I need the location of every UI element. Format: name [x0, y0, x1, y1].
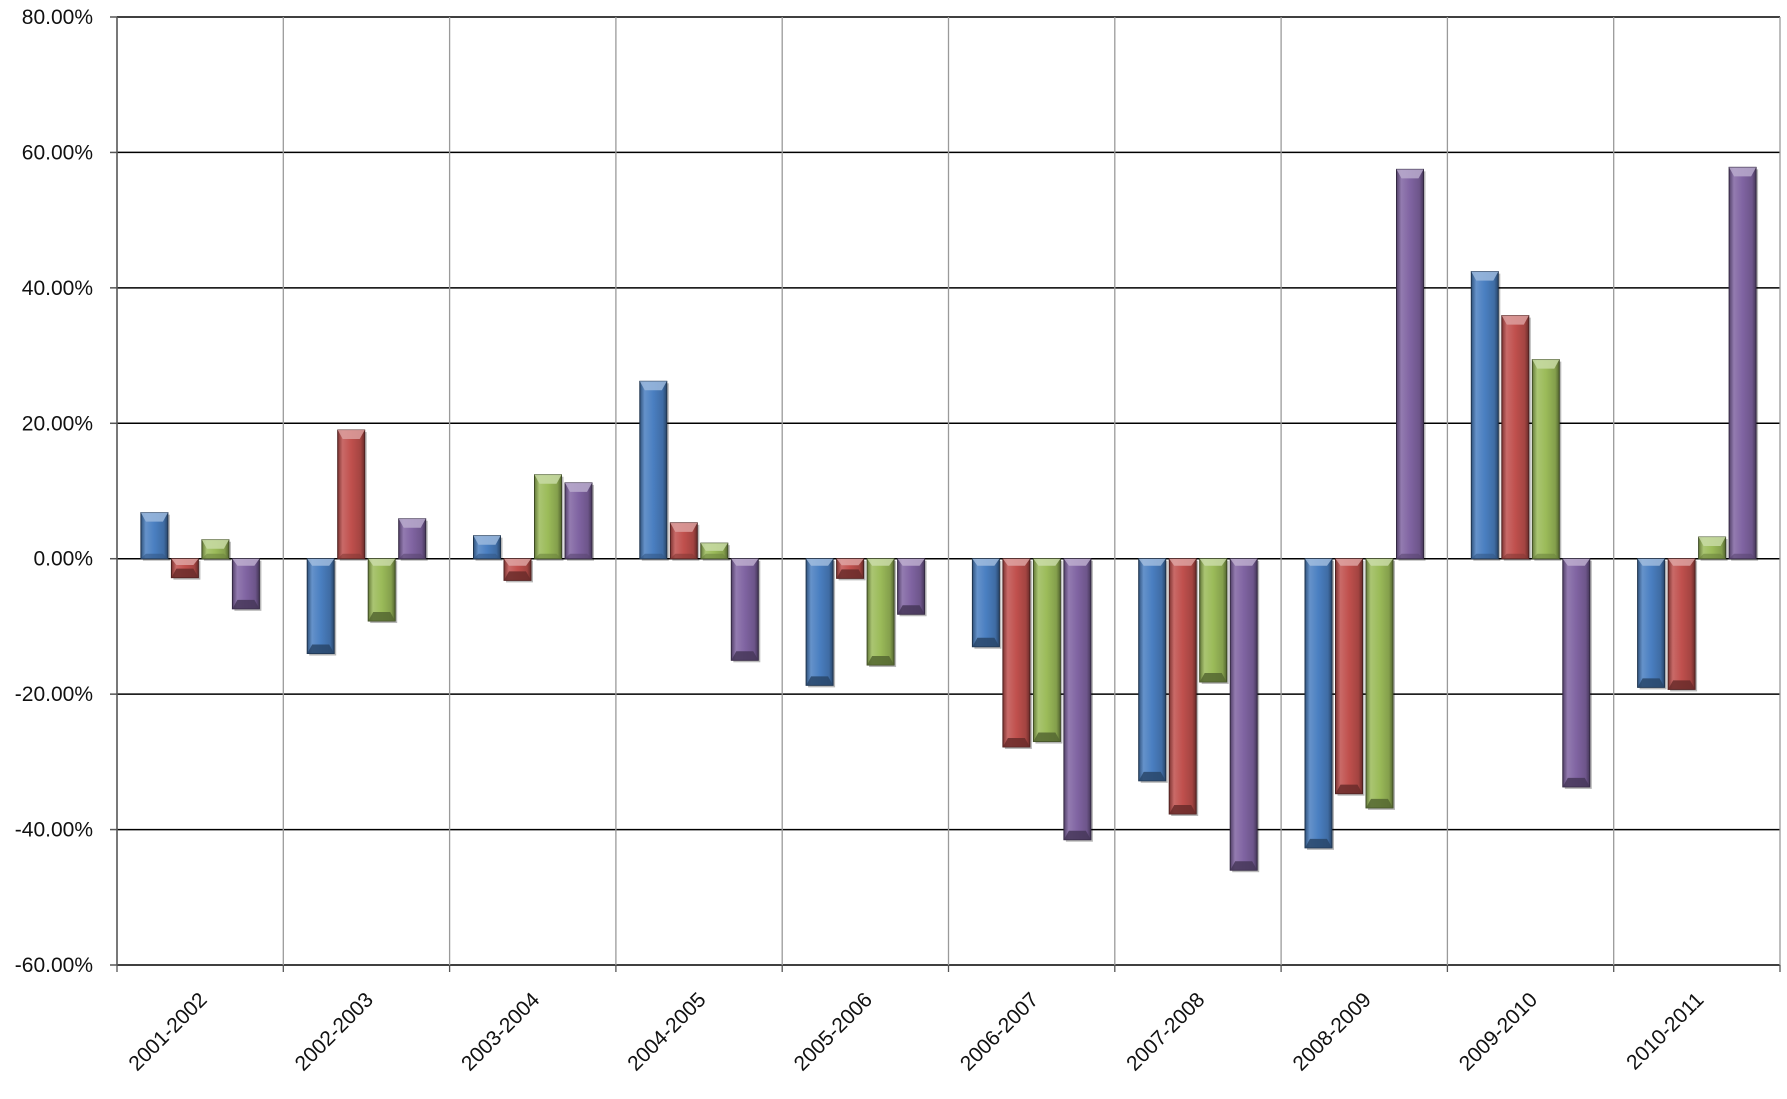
bar — [971, 558, 1002, 649]
x-tick-label: 2006-2007 — [956, 988, 1043, 1075]
x-tick-label: 2003-2004 — [457, 988, 545, 1076]
bar — [1365, 558, 1395, 810]
bar — [1501, 315, 1531, 561]
bar — [231, 558, 262, 611]
bar — [1562, 558, 1592, 789]
bar — [367, 558, 398, 624]
y-tick-label: 40.00% — [22, 277, 93, 300]
bar — [1698, 536, 1728, 561]
bar — [398, 518, 428, 561]
x-tick-label: 2007-2008 — [1122, 988, 1209, 1075]
x-tick-label: 2002-2003 — [291, 988, 378, 1075]
bars — [140, 166, 1759, 873]
bar — [170, 558, 201, 580]
bar — [473, 535, 503, 561]
bar — [897, 558, 927, 617]
y-tick-label: 60.00% — [22, 141, 93, 164]
bar — [534, 474, 564, 561]
bar — [1667, 558, 1698, 692]
bar — [1063, 558, 1093, 842]
x-tick-label: 2001-2002 — [124, 988, 211, 1075]
bar — [1531, 359, 1562, 561]
bar — [805, 558, 836, 688]
bar — [1396, 168, 1426, 561]
bar — [669, 522, 700, 561]
bar — [1728, 166, 1759, 561]
bar — [1304, 558, 1334, 850]
bar — [1138, 558, 1168, 783]
x-tick-label: 2008-2009 — [1289, 988, 1376, 1075]
bar — [639, 380, 669, 561]
bar — [503, 558, 533, 583]
bar — [306, 558, 337, 656]
x-tick-label: 2010-2011 — [1622, 988, 1708, 1074]
x-tick-label: 2005-2006 — [790, 988, 877, 1075]
y-tick-label: 20.00% — [22, 412, 93, 435]
axes — [110, 16, 1781, 972]
bar — [1168, 558, 1199, 816]
bar — [1335, 558, 1365, 796]
y-tick-label: -40.00% — [15, 819, 93, 842]
bar — [836, 558, 866, 581]
bar — [337, 429, 367, 561]
x-tick-label: 2004-2005 — [623, 988, 710, 1075]
tick-labels: -60.00% -40.00% -20.00% 0.00% 20.00% 40.00% 60… — [15, 6, 1709, 1076]
bar — [866, 558, 897, 668]
bar — [140, 512, 170, 561]
bar — [1032, 558, 1063, 744]
bar — [1199, 558, 1229, 684]
bar — [1470, 271, 1501, 561]
y-tick-label: -20.00% — [15, 683, 93, 706]
bar — [700, 542, 730, 561]
bar — [730, 558, 761, 663]
bar — [1637, 558, 1667, 690]
bar — [201, 539, 231, 561]
y-tick-label: 80.00% — [22, 6, 93, 29]
bar — [1229, 558, 1260, 873]
y-tick-label: 0.00% — [33, 548, 93, 571]
bar — [564, 482, 594, 561]
bar — [1002, 558, 1032, 749]
grid — [116, 16, 1781, 966]
y-tick-label: -60.00% — [15, 954, 93, 977]
x-tick-label: 2009-2010 — [1455, 988, 1542, 1075]
